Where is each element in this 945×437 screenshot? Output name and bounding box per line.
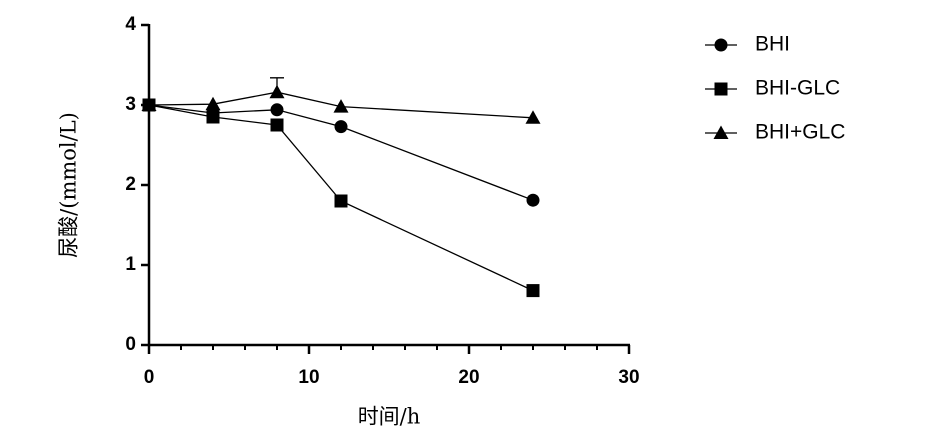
- marker: [206, 110, 220, 124]
- x-tick-label: 30: [618, 367, 639, 388]
- y-tick-label: 4: [125, 14, 136, 35]
- x-axis-label: 时间/h: [358, 405, 421, 429]
- marker: [713, 125, 729, 139]
- marker: [270, 118, 284, 132]
- y-tick-label: 0: [125, 334, 136, 355]
- legend-label: BHI: [755, 33, 790, 56]
- marker: [141, 97, 157, 111]
- marker: [525, 110, 541, 124]
- marker: [270, 103, 284, 117]
- marker: [333, 99, 349, 113]
- x-tick-label: 0: [144, 367, 155, 388]
- y-tick-label: 2: [125, 174, 136, 195]
- marker: [205, 96, 221, 111]
- marker: [714, 82, 728, 96]
- y-axis-label: 尿酸/(mmol/L): [57, 112, 81, 258]
- marker: [526, 193, 540, 207]
- legend-label: BHI-GLC: [755, 77, 840, 100]
- marker: [269, 84, 285, 99]
- x-tick-label: 10: [298, 367, 319, 388]
- x-tick-label: 20: [458, 367, 479, 388]
- marker: [334, 120, 348, 134]
- y-tick-label: 1: [125, 254, 136, 275]
- legend-label: BHI+GLC: [755, 121, 845, 144]
- marker: [714, 38, 728, 52]
- y-tick-label: 3: [125, 94, 136, 115]
- marker: [334, 194, 348, 208]
- marker: [526, 284, 540, 298]
